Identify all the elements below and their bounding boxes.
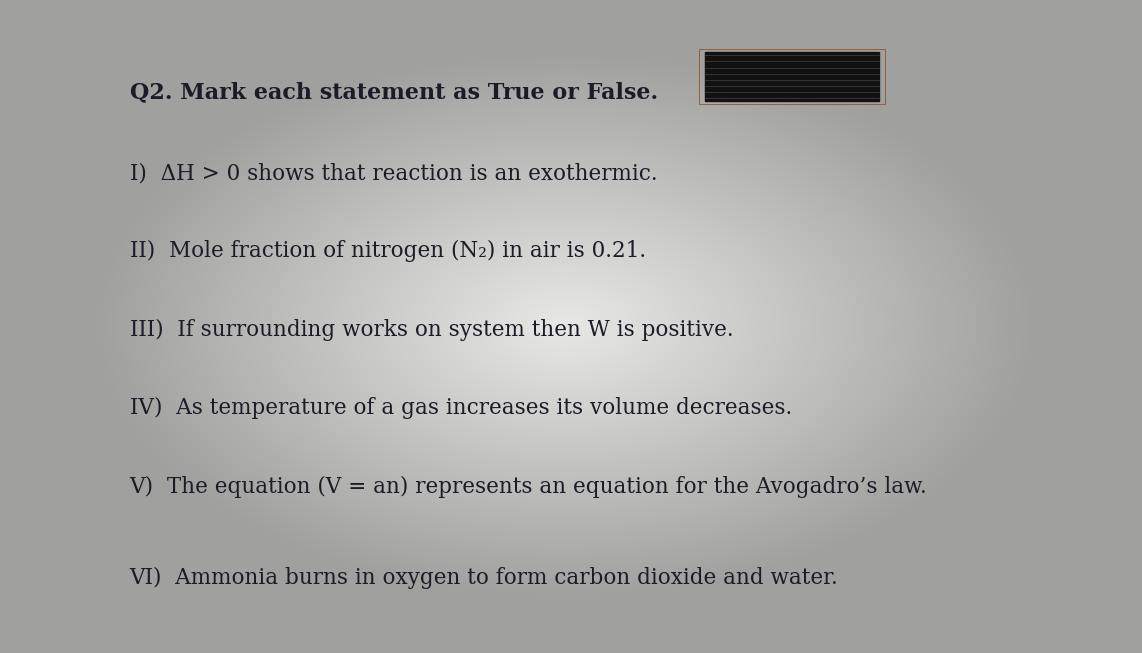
Text: VI)  Ammonia burns in oxygen to form carbon dioxide and water.: VI) Ammonia burns in oxygen to form carb… [130,567,838,589]
Text: III)  If surrounding works on system then W is positive.: III) If surrounding works on system then… [130,319,733,341]
FancyBboxPatch shape [705,52,879,101]
Text: V)  The equation (V = an) represents an equation for the Avogadro’s law.: V) The equation (V = an) represents an e… [130,475,927,498]
Text: I)  ΔH > 0 shows that reaction is an exothermic.: I) ΔH > 0 shows that reaction is an exot… [130,162,658,184]
Text: IV)  As temperature of a gas increases its volume decreases.: IV) As temperature of a gas increases it… [130,397,791,419]
Text: II)  Mole fraction of nitrogen (N₂) in air is 0.21.: II) Mole fraction of nitrogen (N₂) in ai… [130,240,645,263]
Text: Q2. Mark each statement as True or False.: Q2. Mark each statement as True or False… [130,82,658,104]
